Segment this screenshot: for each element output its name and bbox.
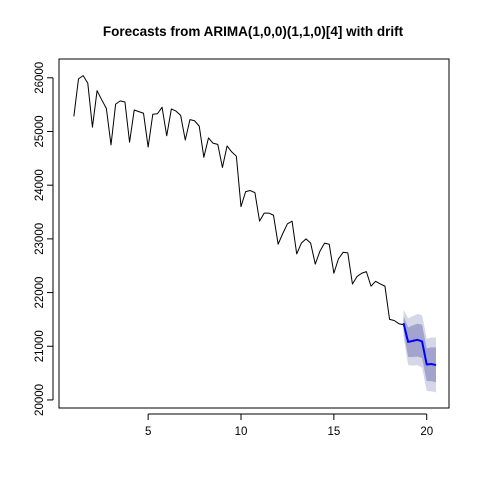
x-axis: 5 10 15 20 [145,413,433,438]
prediction-band-80 [403,316,436,383]
forecast-series [402,322,437,367]
y-tick-label: 23000 [34,223,46,255]
y-tick-label: 24000 [34,169,46,201]
plot-frame [58,58,450,409]
x-tick-label: 15 [327,426,340,438]
x-tick-label: 20 [420,426,433,438]
y-tick-label: 25000 [34,115,46,147]
x-tick-label: 5 [145,426,151,438]
history-series [73,75,404,326]
forecast-line [402,322,437,367]
y-tick-label: 22000 [34,277,46,309]
y-tick-label: 21000 [34,330,46,362]
y-tick-label: 26000 [34,62,46,94]
history-line [73,75,404,326]
x-tick-label: 10 [235,426,248,438]
y-axis: 20000 21000 22000 23000 24000 25000 26000 [34,62,54,416]
band-80-area [403,316,436,383]
y-tick-label: 20000 [34,384,46,416]
chart-title: Forecasts from ARIMA(1,0,0)(1,1,0)[4] wi… [103,24,404,39]
